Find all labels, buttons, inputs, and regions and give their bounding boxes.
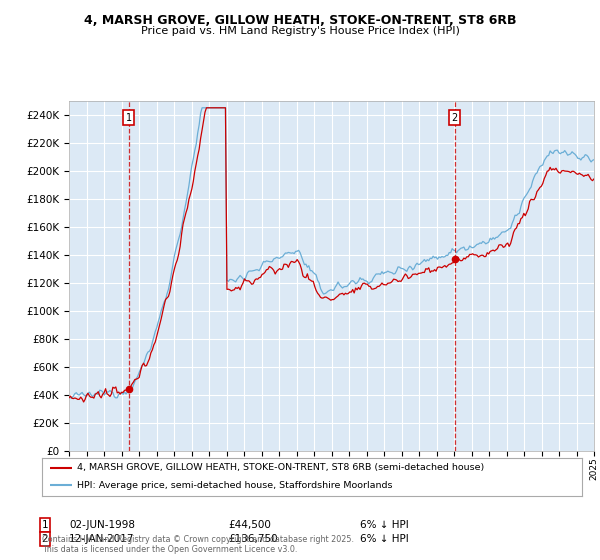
Text: 2: 2 bbox=[41, 534, 49, 544]
Text: £44,500: £44,500 bbox=[228, 520, 271, 530]
Text: Price paid vs. HM Land Registry's House Price Index (HPI): Price paid vs. HM Land Registry's House … bbox=[140, 26, 460, 36]
Text: 1: 1 bbox=[126, 113, 132, 123]
Text: £136,750: £136,750 bbox=[228, 534, 278, 544]
Text: 6% ↓ HPI: 6% ↓ HPI bbox=[360, 520, 409, 530]
Text: HPI: Average price, semi-detached house, Staffordshire Moorlands: HPI: Average price, semi-detached house,… bbox=[77, 481, 392, 490]
Text: Contains HM Land Registry data © Crown copyright and database right 2025.
This d: Contains HM Land Registry data © Crown c… bbox=[42, 535, 354, 554]
Text: 6% ↓ HPI: 6% ↓ HPI bbox=[360, 534, 409, 544]
Text: 4, MARSH GROVE, GILLOW HEATH, STOKE-ON-TRENT, ST8 6RB: 4, MARSH GROVE, GILLOW HEATH, STOKE-ON-T… bbox=[84, 14, 516, 27]
Text: 1: 1 bbox=[41, 520, 49, 530]
Text: 12-JAN-2017: 12-JAN-2017 bbox=[69, 534, 134, 544]
Text: 2: 2 bbox=[451, 113, 458, 123]
Text: 4, MARSH GROVE, GILLOW HEATH, STOKE-ON-TRENT, ST8 6RB (semi-detached house): 4, MARSH GROVE, GILLOW HEATH, STOKE-ON-T… bbox=[77, 463, 484, 472]
Text: 02-JUN-1998: 02-JUN-1998 bbox=[69, 520, 135, 530]
